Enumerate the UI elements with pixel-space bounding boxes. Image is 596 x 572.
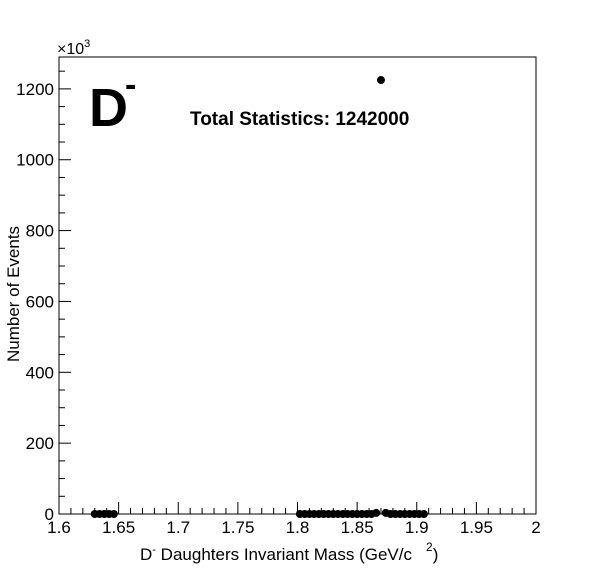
x-tick-label: 1.95 [460, 518, 493, 537]
x-tick-label: 1.8 [286, 518, 310, 537]
y-tick-label: 0 [45, 505, 54, 524]
y-axis-ticks [59, 70, 71, 515]
x-axis-title-particle: D [140, 545, 152, 564]
x-axis-title-particle-sup: - [152, 544, 156, 556]
data-points [90, 76, 428, 518]
y-tick-label: 400 [26, 363, 54, 382]
x-axis-title-main: Daughters Invariant Mass (GeV/c [156, 545, 413, 564]
x-tick-label: 1.9 [405, 518, 429, 537]
y-tick-label: 1000 [16, 151, 54, 170]
x-tick-label: 1.65 [102, 518, 135, 537]
y-axis-tick-labels: 0 200 400 600 800 1000 1200 [16, 80, 54, 524]
x-axis-title: D- Daughters Invariant Mass (GeV/c 2) [140, 540, 438, 564]
y-multiplier: ×103 [57, 38, 90, 58]
total-statistics: Total Statistics: 1242000 [190, 109, 409, 130]
y-tick-label: 1200 [16, 80, 54, 99]
y-tick-label: 200 [26, 434, 54, 453]
x-tick-label: 1.6 [47, 518, 71, 537]
x-axis-tick-labels: 1.6 1.65 1.7 1.75 1.8 1.85 1.9 1.95 2 [47, 518, 541, 537]
y-tick-label: 600 [26, 292, 54, 311]
data-point [376, 76, 385, 85]
data-point [419, 510, 428, 518]
x-axis-title-unit-sup: 2 [426, 540, 433, 554]
y-axis-title: Number of Events [4, 226, 23, 362]
data-point [109, 510, 118, 518]
x-tick-label: 1.85 [341, 518, 374, 537]
y-multiplier-exponent: 3 [84, 38, 90, 50]
y-multiplier-base: ×10 [57, 41, 84, 58]
x-tick-label: 1.7 [166, 518, 190, 537]
particle-label: D [89, 78, 128, 138]
data-point [372, 508, 381, 517]
y-tick-label: 800 [26, 222, 54, 241]
x-axis-title-close: ) [433, 545, 439, 564]
x-tick-label: 2 [531, 518, 540, 537]
particle-label-superscript: - [125, 66, 136, 104]
x-tick-label: 1.75 [221, 518, 254, 537]
